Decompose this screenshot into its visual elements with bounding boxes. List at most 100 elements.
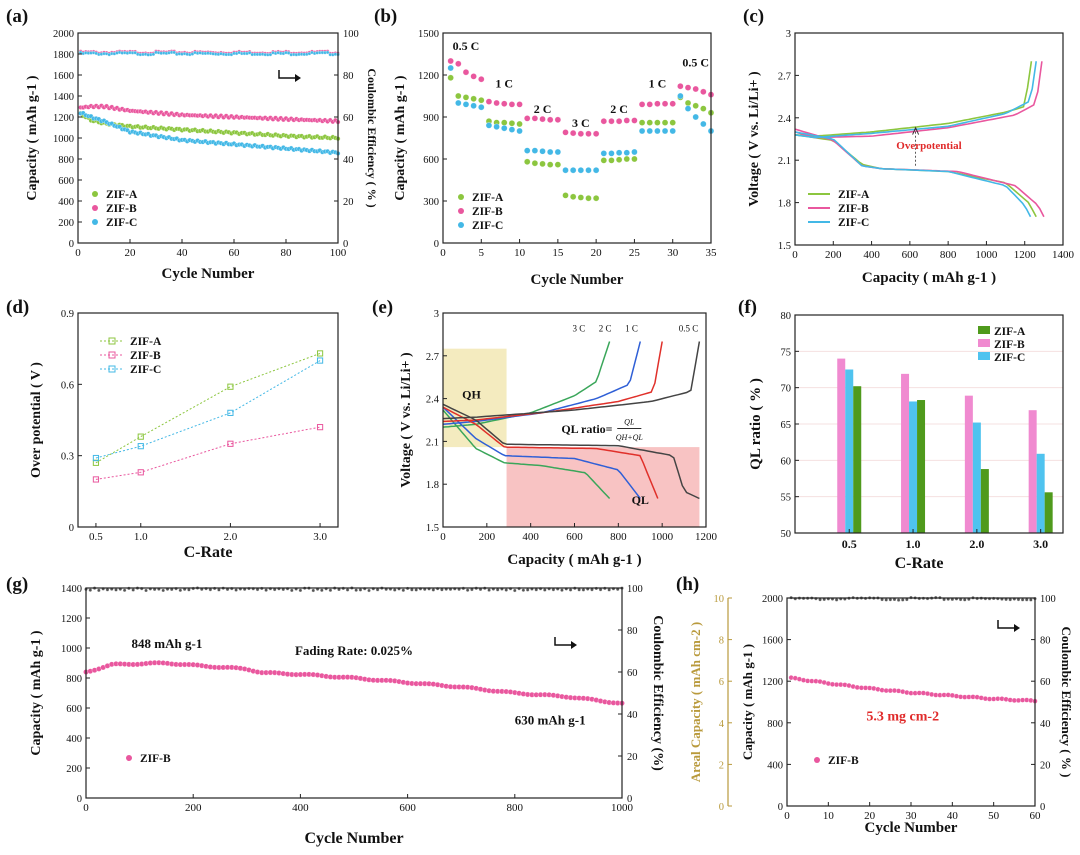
y-tick-label: 100 [627,584,643,595]
data-point [320,588,324,592]
data-point [508,126,516,133]
y-axis: 1.5 1.8 2.1 2.4 2.7 3 [778,29,799,252]
y-tick-label: 4 [719,719,725,730]
y-tick-label: 1800 [53,50,74,61]
legend-swatch [108,351,116,359]
arrow-head [571,641,577,649]
x-tick-label: 1200 [695,531,718,543]
data-point [547,161,554,168]
x-axis-label: C-Rate [895,555,944,572]
data-point [131,588,135,592]
data-point [817,679,823,685]
x-tick-label: 800 [507,802,524,814]
x-tick-label: 100 [330,247,347,259]
data-point [568,588,573,592]
y-tick-label: 0 [434,239,439,250]
data-point [638,119,646,126]
data-point [692,102,699,109]
data-point [623,155,630,163]
data-point [654,127,661,135]
data-point [924,691,931,697]
data-point [834,598,839,602]
data-point [700,105,707,112]
data-point [516,101,523,108]
data-point [554,116,562,123]
data-point [345,588,350,592]
legend-swatch [458,208,464,214]
data-point [137,443,144,450]
panel-f: (f) 0.5 1.0 2.0 3.0 50 55 60 65 70 75 80 C-Rate QL ra… [738,297,1064,572]
data-point [684,84,692,91]
y-tick-label: 800 [66,674,82,685]
y-axis: 50 55 60 65 70 75 80 [781,311,799,540]
y-axis: 1.5 1.8 2.1 2.4 2.7 3 [426,309,447,534]
panel-h: (h)0 10 20 30 40 50 60040080012001600200002040… [676,574,1074,836]
data-point [465,588,470,592]
y-tick-label: 0 [627,794,632,805]
legend: ZIF-B [814,755,859,767]
data-point [539,148,546,155]
y-tick-label: 200 [58,218,74,229]
direction-arrow [554,637,571,646]
data-point [414,588,418,592]
y-tick-label: 2 [719,760,724,771]
data-point [884,598,888,602]
y-tick-label: 50 [781,529,792,540]
data-point [172,50,176,55]
y-tick-label: 1400 [53,92,74,103]
data-point [539,115,546,123]
y-tick-label: 80 [781,311,792,322]
data-point [871,685,877,692]
y-tick-label: 1000 [61,644,82,655]
rate-label: 2 C [534,102,552,116]
data-point [316,424,324,431]
arrow-head [1014,624,1020,632]
y-tick-label: 1.5 [778,241,791,252]
direction-arrow [997,620,1014,629]
data-point [600,118,607,125]
legend-label: ZIF-B [994,339,1025,351]
data-point [974,694,980,700]
y-tick-label: 20 [343,197,354,208]
y-tick-label: 200 [66,764,82,775]
data-point [161,588,165,593]
x-tick-label: 60 [229,247,241,259]
bar-zif-a [917,400,926,533]
data-point [516,120,523,128]
bar-zif-b [964,395,973,533]
bar-zif-c [845,369,854,533]
data-point [485,98,493,105]
discharge-curve [794,131,1032,218]
panel-a: (a)0 20 40 60 80 1000200400600800100012001400… [6,6,379,282]
data-point [825,681,831,687]
y-axis-label: Capacity ( mAh g-1 ) [25,75,40,201]
data-point [447,57,454,65]
y-tick-label: 1200 [418,71,439,82]
bar-zif-b [837,358,846,533]
y-tick-label: 100 [343,29,359,40]
data-point [97,588,101,593]
series-line [95,360,321,459]
data-point [133,50,137,55]
data-point [144,588,148,593]
annotation: Overpotential [896,140,961,152]
y-tick-label: 0.9 [61,309,74,320]
y-tick-label: 0 [69,523,74,534]
x-tick-label: 0 [784,810,790,822]
x-tick-label: 1200 [1014,249,1037,261]
y-axis-label: QL ratio ( % ) [748,378,764,470]
y-tick-label: 0 [69,239,74,250]
y-tick-label: 10 [714,594,725,605]
y-axis-label: Capacity ( mAh g-1 ) [393,75,408,201]
data-point [392,588,397,592]
legend-swatch [814,757,820,763]
data-point [631,148,638,156]
rate-label: 3 C [572,116,590,130]
data-point [646,127,653,135]
data-point [608,150,615,157]
data-point [615,118,623,125]
areal-axis-label: Areal Capacity ( mAh cm-2 ) [688,622,703,782]
data-point [953,693,960,699]
data-point [470,73,477,80]
y-tick-label: 80 [627,626,638,637]
